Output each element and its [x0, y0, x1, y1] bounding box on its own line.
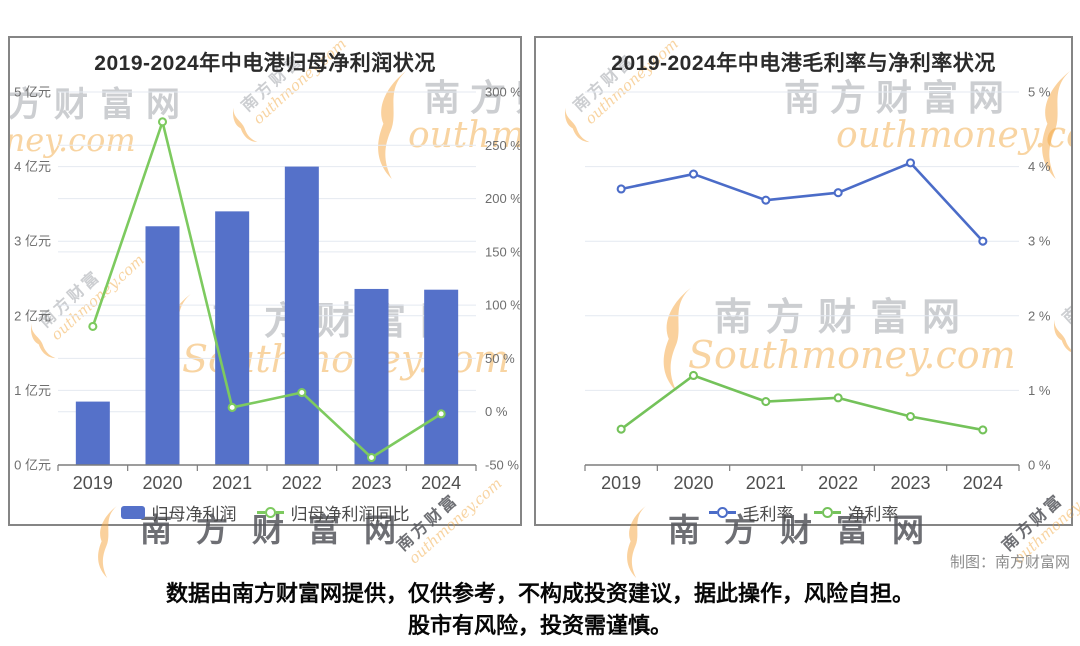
line-series — [616, 158, 988, 246]
x-axis-label: 2021 — [212, 473, 252, 493]
y-axis-label: 4 亿元 — [14, 159, 51, 174]
x-axis-label: 2020 — [142, 473, 182, 493]
legend-bar-icon — [120, 506, 145, 519]
y-axis-label: 5 % — [1028, 85, 1051, 100]
gridlines — [585, 91, 1019, 391]
line-path — [91, 120, 442, 459]
bar — [284, 166, 319, 465]
x-axis-label: 2024 — [421, 473, 461, 493]
y-axis-label: 300 % — [485, 85, 520, 100]
line-series — [88, 117, 446, 463]
chart-title: 2019-2024年中电港毛利率与净利率状况 — [611, 52, 996, 75]
net-profit-chart-panel: 南方财富网 money.com 南方财富 outhmoney.com 南方财富网… — [8, 36, 522, 526]
legend-label: 归母净利润同比 — [290, 505, 410, 524]
x-axis-label: 2023 — [890, 473, 930, 493]
margin-chart-panel: 南方财富 outhmoney.com 南方财富网 outhmoney.com 南… — [534, 36, 1073, 526]
legend: 归母净利润 归母净利润同比 — [10, 500, 520, 524]
line-series — [616, 370, 988, 435]
x-axis-label: 2021 — [746, 473, 786, 493]
line-path — [620, 374, 984, 432]
x-axis-label: 2020 — [673, 473, 713, 493]
data-point — [761, 397, 771, 407]
data-point — [833, 188, 843, 198]
data-point — [227, 402, 237, 413]
data-point — [436, 409, 446, 419]
data-point — [157, 117, 168, 127]
data-point — [297, 387, 307, 398]
x-axis-label: 2022 — [282, 473, 322, 493]
net-profit-plot: 0 亿元 1 亿元 2 亿元 3 亿元 4 亿元 5 亿元 -50 % 0 % 50 % 100 … — [14, 85, 520, 494]
y-axis-label: 150 % — [485, 244, 520, 259]
x-axis-label: 2023 — [351, 473, 391, 493]
data-point — [761, 195, 771, 205]
bar — [75, 401, 110, 465]
disclaimer-line-2: 股市有风险，投资需谨慎。 — [407, 613, 672, 638]
x-axis — [584, 464, 1020, 471]
x-axis-label: 2019 — [73, 473, 113, 493]
legend-item-1-0[interactable]: 毛利率 — [708, 500, 794, 524]
data-point — [366, 452, 377, 463]
legend-label: 毛利率 — [742, 505, 794, 524]
legend-line-icon — [813, 507, 841, 518]
legend-item-0-1[interactable]: 归母净利润同比 — [256, 500, 410, 524]
data-point — [688, 169, 699, 179]
y-axis-label: 250 % — [485, 138, 520, 153]
gridlines — [58, 91, 476, 413]
credit-line: 制图：南方财富网 — [949, 554, 1070, 571]
legend-line-icon — [708, 507, 736, 518]
legend-line-icon — [256, 507, 284, 518]
x-axis-label: 2024 — [963, 473, 1003, 493]
data-point — [978, 236, 988, 246]
data-point — [833, 393, 843, 403]
bar — [215, 211, 250, 465]
y-axis-label: 0 亿元 — [14, 458, 51, 473]
y-axis-label: 4 % — [1028, 159, 1051, 174]
watermark-latin: outhmoney.com — [1070, 246, 1073, 340]
data-point — [978, 425, 988, 435]
y-axis-label: 3 % — [1028, 234, 1051, 249]
y-axis-label: 3 亿元 — [14, 234, 51, 249]
data-point — [88, 321, 98, 332]
legend-item-1-1[interactable]: 净利率 — [813, 500, 899, 524]
data-point — [616, 184, 626, 194]
disclaimer: 数据由南方财富网提供，仅供参考，不构成投资建议，据此操作，风险自担。 股市有风险… — [0, 578, 1080, 642]
line-path — [620, 161, 984, 243]
y-axis-label: 100 % — [485, 298, 520, 313]
y-axis-label: 1 % — [1028, 383, 1051, 398]
bar — [354, 288, 389, 465]
data-point — [905, 158, 916, 168]
y-axis-label: 200 % — [485, 191, 520, 206]
y-axis-label: 0 % — [485, 404, 508, 419]
x-axis — [57, 464, 477, 471]
bar — [424, 289, 459, 465]
y-axis-label: 1 亿元 — [14, 383, 51, 398]
y-axis-label: 2 % — [1028, 308, 1051, 323]
y-axis-label: 50 % — [485, 351, 515, 366]
data-point — [616, 424, 626, 434]
y-axis-label: 2 亿元 — [14, 308, 51, 323]
y-axis-label: -50 % — [485, 458, 519, 473]
margin-plot: 0 % 1 % 2 % 3 % 4 % 5 % 2019 2020 2021 2022 2023 20… — [584, 85, 1051, 493]
legend-label: 净利率 — [847, 505, 899, 524]
x-axis-label: 2022 — [818, 473, 858, 493]
legend: 毛利率 净利率 — [536, 500, 1071, 524]
y-axis-label: 5 亿元 — [14, 85, 51, 100]
chart-title: 2019-2024年中电港归母净利润状况 — [94, 52, 436, 75]
y-axis-label: 0 % — [1028, 458, 1051, 473]
x-axis-label: 2019 — [601, 473, 641, 493]
bar — [145, 226, 180, 465]
data-point — [688, 370, 699, 381]
legend-label: 归母净利润 — [151, 505, 237, 524]
disclaimer-line-1: 数据由南方财富网提供，仅供参考，不构成投资建议，据此操作，风险自担。 — [165, 581, 914, 606]
legend-item-0-0[interactable]: 归母净利润 — [120, 500, 237, 524]
data-point — [905, 411, 916, 422]
